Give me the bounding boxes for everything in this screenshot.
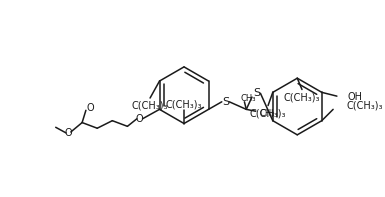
Text: O: O xyxy=(64,128,72,138)
Text: O: O xyxy=(87,103,94,113)
Text: C(CH₃)₃: C(CH₃)₃ xyxy=(132,101,168,111)
Text: S: S xyxy=(253,88,260,98)
Text: C(CH₃)₃: C(CH₃)₃ xyxy=(346,101,383,111)
Text: C(CH₃)₃: C(CH₃)₃ xyxy=(250,108,286,118)
Text: C(CH₃)₃: C(CH₃)₃ xyxy=(166,100,202,110)
Text: OH: OH xyxy=(347,92,362,102)
Text: CH₃: CH₃ xyxy=(259,109,275,118)
Text: O: O xyxy=(136,114,144,124)
Text: C(CH₃)₃: C(CH₃)₃ xyxy=(284,92,320,102)
Text: CH₃: CH₃ xyxy=(241,95,256,103)
Text: S: S xyxy=(222,97,229,107)
